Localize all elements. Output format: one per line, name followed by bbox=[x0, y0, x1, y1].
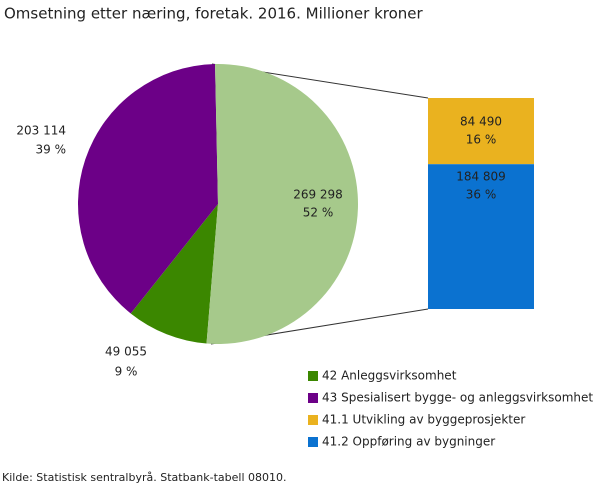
legend-label: 41.1 Utvikling av byggeprosjekter bbox=[322, 413, 525, 427]
value-label: 84 490 bbox=[460, 115, 502, 129]
legend-swatch bbox=[308, 371, 318, 381]
value-label: 203 114 bbox=[16, 124, 66, 138]
legend-swatch bbox=[308, 415, 318, 425]
source: Kilde: Statistisk sentralbyrå. Statbank-… bbox=[2, 471, 287, 484]
legend-label: 42 Anleggsvirksomhet bbox=[322, 369, 457, 383]
percent-label: 16 % bbox=[466, 133, 497, 147]
value-label: 49 055 bbox=[105, 345, 147, 359]
legend-swatch bbox=[308, 393, 318, 403]
bar-segment bbox=[428, 164, 534, 309]
legend-label: 41.2 Oppføring av bygninger bbox=[322, 435, 495, 449]
pie-slice bbox=[130, 204, 218, 344]
value-label: 269 298 bbox=[293, 188, 343, 202]
pie-slice bbox=[77, 64, 218, 314]
percent-label: 52 % bbox=[303, 206, 334, 220]
legend-label: 43 Spesialisert bygge- og anleggsvirksom… bbox=[322, 391, 593, 405]
percent-label: 9 % bbox=[115, 365, 138, 379]
pie-slice bbox=[206, 63, 359, 344]
percent-label: 39 % bbox=[36, 143, 67, 157]
bar-segment bbox=[428, 98, 534, 165]
percent-label: 36 % bbox=[466, 188, 497, 202]
legend-swatch bbox=[308, 437, 318, 447]
chart-title: Omsetning etter næring, foretak. 2016. M… bbox=[4, 5, 424, 23]
value-label: 184 809 bbox=[456, 170, 506, 184]
